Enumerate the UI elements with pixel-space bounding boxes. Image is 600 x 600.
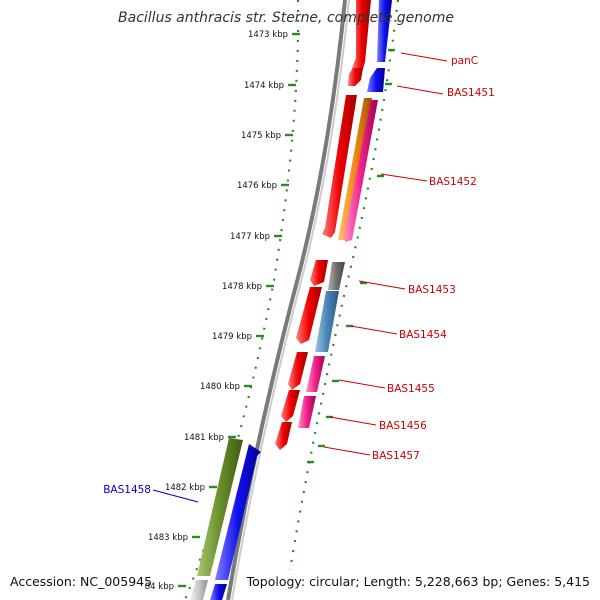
gene-label-leader xyxy=(396,85,444,95)
gene-label-leader xyxy=(400,52,448,62)
tick-label: 1474 kbp xyxy=(244,81,284,91)
tick-label: 1481 kbp xyxy=(184,433,224,443)
gene-feature-magenta[interactable] xyxy=(344,100,378,242)
gene-feature-blue-top[interactable] xyxy=(377,0,392,62)
gene-label-leader xyxy=(350,325,398,335)
gene-feature-orange[interactable] xyxy=(338,98,372,240)
gene-feature-magenta-2[interactable] xyxy=(306,356,325,392)
gene-feature-bas1453[interactable] xyxy=(310,260,328,286)
gene-feature-blue-bottom[interactable] xyxy=(210,584,227,600)
gene-feature-bas1452[interactable] xyxy=(322,95,357,238)
tick-label: 1478 kbp xyxy=(222,282,262,292)
gene-feature-blue-mid[interactable] xyxy=(367,68,385,92)
gene-label-bas1452[interactable]: BAS1452 xyxy=(429,176,477,188)
gene-feature-grey[interactable] xyxy=(328,262,345,290)
tick-label: 1482 kbp xyxy=(165,483,205,493)
gene-label-bas1453[interactable]: BAS1453 xyxy=(408,284,456,296)
gene-feature-bas1458[interactable] xyxy=(197,438,243,576)
gene-label-leader xyxy=(323,446,371,456)
tick-label: 1473 kbp xyxy=(248,30,288,40)
gene-label-leader xyxy=(329,416,377,426)
tick-label: 84 kbp xyxy=(145,582,174,592)
gene-feature-steel[interactable] xyxy=(315,291,339,352)
genome-backbone-shadow xyxy=(231,0,350,600)
tick-label: 1476 kbp xyxy=(237,181,277,191)
gene-label-bas1458[interactable]: BAS1458 xyxy=(103,484,151,496)
gene-label-panc[interactable]: panC xyxy=(451,55,478,67)
gene-feature-bas1457[interactable] xyxy=(275,422,292,450)
gene-label-bas1457[interactable]: BAS1457 xyxy=(372,450,420,462)
topology-label: Topology: circular; Length: 5,228,663 bp… xyxy=(246,574,590,589)
gene-label-leader xyxy=(358,280,406,290)
gene-label-bas1456[interactable]: BAS1456 xyxy=(379,420,427,432)
tick-label: 1477 kbp xyxy=(230,232,270,242)
gene-label-leader xyxy=(152,489,199,503)
gene-label-bas1455[interactable]: BAS1455 xyxy=(387,383,435,395)
gene-labels: panC BAS1451 BAS1452 BAS1453 BAS1454 BAS1455 B… xyxy=(103,52,495,503)
gene-feature-bas1454[interactable] xyxy=(296,287,322,344)
gene-label-leader xyxy=(338,379,386,389)
gene-label-leader xyxy=(380,173,428,182)
gene-feature-panC[interactable] xyxy=(352,0,371,78)
gene-label-bas1454[interactable]: BAS1454 xyxy=(399,329,447,341)
gene-feature-bas1455[interactable] xyxy=(288,352,308,390)
ruler-ticks: 1473 kbp 1474 kbp 1475 kbp 1476 kbp 1477 kbp… xyxy=(145,30,395,592)
tick-label: 1479 kbp xyxy=(212,332,252,342)
gene-feature-magenta-3[interactable] xyxy=(298,396,316,428)
gene-features xyxy=(190,0,392,600)
accession-label: Accession: NC_005945 xyxy=(10,574,152,589)
gene-label-bas1451[interactable]: BAS1451 xyxy=(447,87,495,99)
tick-label: 1475 kbp xyxy=(241,131,281,141)
gene-feature-grey-bottom[interactable] xyxy=(190,580,208,600)
tick-label: 1483 kbp xyxy=(148,533,188,543)
gene-feature-bas1456[interactable] xyxy=(281,390,300,422)
tick-label: 1480 kbp xyxy=(200,382,240,392)
map-title: Bacillus anthracis str. Sterne, complete… xyxy=(118,10,454,26)
gene-feature-blue-lower[interactable] xyxy=(215,444,261,580)
gene-feature-bas1451[interactable] xyxy=(348,68,363,86)
